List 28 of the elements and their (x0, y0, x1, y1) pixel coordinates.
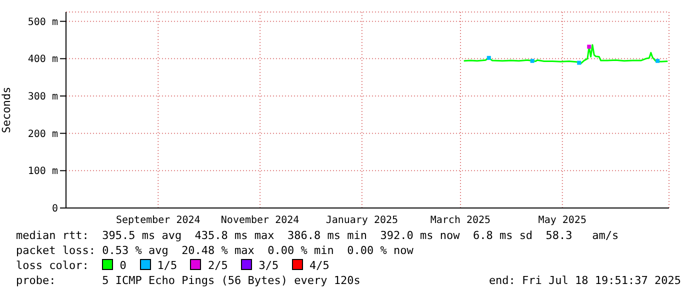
y-axis-title: Seconds (0, 86, 13, 134)
legend-label: 4/5 (308, 259, 330, 272)
y-tick-label: 200 m (28, 128, 58, 140)
y-tick-label: 100 m (28, 166, 58, 178)
point (577, 60, 582, 65)
legend-title: loss color: (16, 259, 89, 272)
x-tick-label: November 2024 (220, 215, 300, 226)
point (587, 44, 592, 49)
y-tick-label: 400 m (28, 54, 58, 66)
text: probe: 5 ICMP Echo Pings (56 Bytes) every 120s (16, 273, 360, 288)
legend-label: 1/5 (156, 259, 178, 272)
text: median rtt: 395.5 ms avg 435.8 ms max 386.8 ms min 392.0 ms now 6.8 ms sd 58.3 am/s (16, 228, 620, 243)
x-tick-label: May 2025 (538, 215, 586, 226)
y-tick-label: 500 m (28, 16, 58, 28)
text: end: Fri Jul 18 19:51:37 2025 (488, 273, 681, 288)
point (656, 58, 660, 63)
point (486, 56, 491, 60)
legend-label: 2/5 (206, 259, 228, 272)
line-series (463, 44, 668, 64)
point (530, 58, 534, 63)
legend-label: 3/5 (258, 259, 279, 272)
y-tick-label: 0 (52, 204, 58, 215)
x-tick-label: March 2025 (430, 215, 491, 226)
legend-label: 0 (118, 259, 126, 272)
x-tick-label: September 2024 (116, 215, 200, 226)
x-tick-label: January 2025 (326, 215, 398, 226)
y-tick-label: 300 m (28, 92, 58, 103)
text: packet loss: 0.53 % avg 20.48 % max 0.00 % min 0.00 % now (16, 243, 414, 258)
